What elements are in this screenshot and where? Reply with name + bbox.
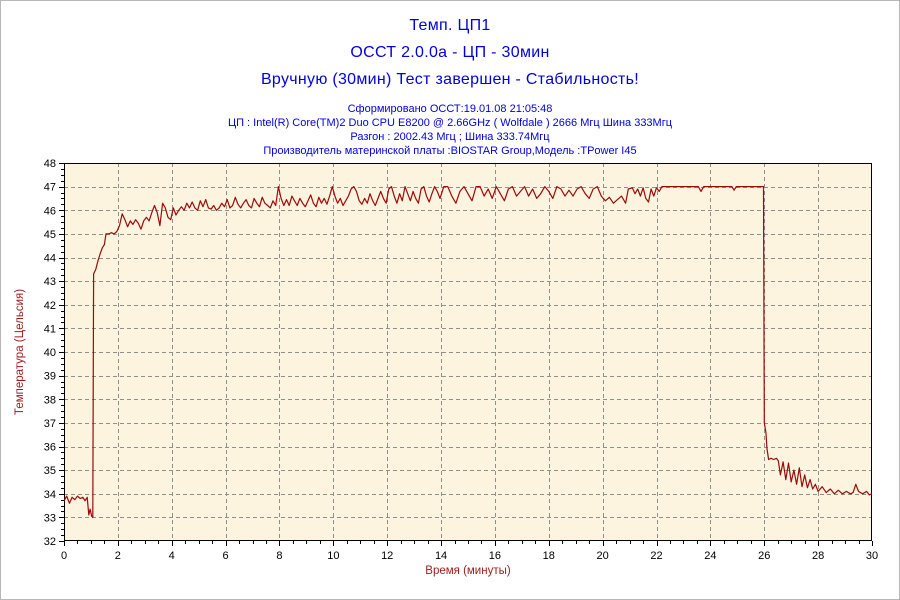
- sensor-title: Темп. ЦП1: [409, 17, 491, 34]
- svg-text:14: 14: [435, 550, 447, 562]
- gridlines: [64, 163, 872, 541]
- x-axis-title: Время (минуты): [425, 565, 511, 577]
- svg-text:16: 16: [489, 550, 501, 562]
- system-info: Сформировано ОССТ:19.01.08 21:05:48 ЦП :…: [1, 102, 899, 158]
- svg-text:32: 32: [44, 536, 56, 548]
- svg-text:48: 48: [44, 158, 56, 170]
- svg-text:22: 22: [650, 550, 662, 562]
- svg-text:38: 38: [44, 394, 56, 406]
- info-cpu: ЦП : Intel(R) Core(TM)2 Duo CPU E8200 @ …: [227, 117, 673, 129]
- x-tick-labels: 0 2 4 6 8 10 12 14 16 18 20 22 24 26 28 30: [61, 550, 878, 562]
- svg-text:0: 0: [61, 550, 67, 562]
- svg-text:18: 18: [543, 550, 555, 562]
- svg-text:24: 24: [704, 550, 716, 562]
- y-tick-labels: 32 33 34 35 36 37 38 39 40 41 42 43 44 45 46 47 48: [44, 158, 56, 548]
- svg-text:40: 40: [44, 347, 56, 359]
- svg-text:47: 47: [44, 182, 56, 194]
- test-status: Вручную (30мин) Тест завершен - Стабильн…: [260, 71, 640, 88]
- svg-text:2: 2: [115, 550, 121, 562]
- temperature-series-line: [63, 186, 873, 519]
- svg-text:42: 42: [44, 300, 56, 312]
- svg-text:28: 28: [812, 550, 824, 562]
- chart-header: Темп. ЦП1 ОССТ 2.0.0а - ЦП - 30мин Вручн…: [1, 12, 899, 158]
- svg-text:41: 41: [44, 323, 56, 335]
- svg-text:39: 39: [44, 371, 56, 383]
- svg-text:30: 30: [866, 550, 878, 562]
- plot-border: [64, 163, 872, 541]
- svg-text:20: 20: [597, 550, 609, 562]
- axis-ticks: [59, 163, 873, 546]
- svg-text:6: 6: [223, 550, 229, 562]
- info-motherboard: Производитель материнской платы :BIOSTAR…: [263, 145, 637, 157]
- svg-text:8: 8: [276, 550, 282, 562]
- svg-text:35: 35: [44, 465, 56, 477]
- svg-text:26: 26: [758, 550, 770, 562]
- svg-text:46: 46: [44, 205, 56, 217]
- svg-text:34: 34: [44, 489, 56, 501]
- svg-text:45: 45: [44, 229, 56, 241]
- y-axis-title: Температура (Цельсия): [14, 289, 26, 415]
- svg-text:12: 12: [381, 550, 393, 562]
- svg-text:4: 4: [169, 550, 175, 562]
- svg-text:33: 33: [44, 512, 56, 524]
- svg-text:37: 37: [44, 418, 56, 430]
- info-overclock: Разгон : 2002.43 Мгц ; Шина 333.74Мгц: [350, 131, 550, 143]
- test-title: ОССТ 2.0.0а - ЦП - 30мин: [350, 44, 550, 61]
- svg-text:44: 44: [44, 253, 56, 265]
- svg-text:10: 10: [327, 550, 339, 562]
- svg-text:36: 36: [44, 442, 56, 454]
- info-generated: Сформировано ОССТ:19.01.08 21:05:48: [347, 103, 553, 115]
- svg-text:43: 43: [44, 276, 56, 288]
